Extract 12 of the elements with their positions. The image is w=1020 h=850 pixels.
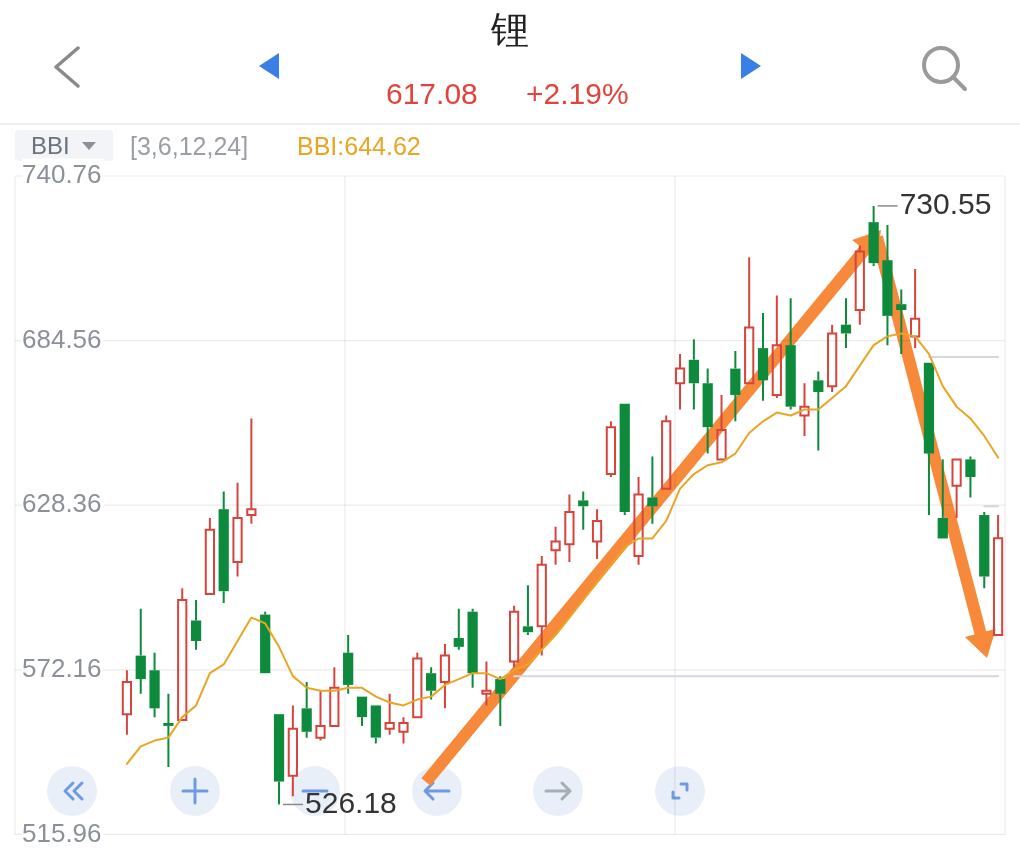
y-tick-label: 740.76 (22, 159, 102, 190)
y-tick-label: 628.36 (22, 488, 102, 519)
text: +2.19% (526, 76, 629, 112)
annotation: 526.18 (305, 785, 397, 819)
annotation: 730.55 (899, 187, 992, 221)
y-tick-label: 515.96 (22, 817, 102, 848)
y-tick-label: 684.56 (22, 323, 102, 354)
text: [3,6,12,24] (130, 131, 249, 161)
chart-title: 锂 (490, 8, 530, 53)
text: 617.08 (386, 76, 478, 112)
y-tick-label: 572.16 (22, 652, 102, 683)
text: BBI:644.62 (297, 131, 421, 161)
